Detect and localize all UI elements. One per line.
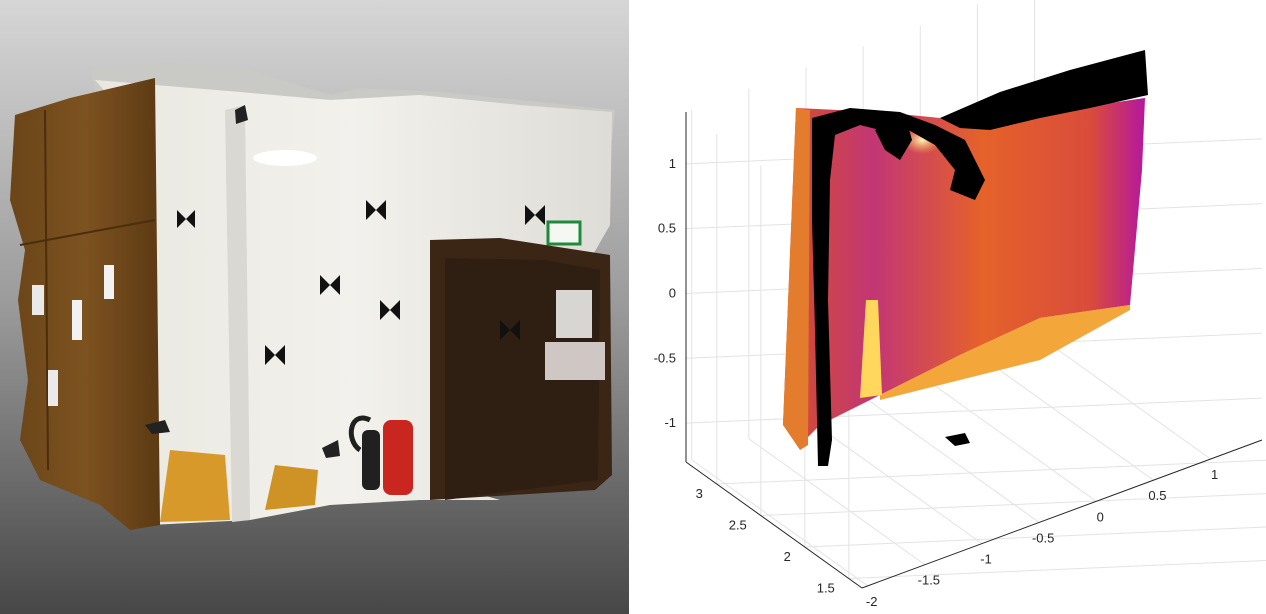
marker-icon (366, 200, 386, 220)
wall-speck (322, 440, 340, 458)
x-grid-line (862, 396, 1040, 523)
z-tick-label: 0 (669, 285, 676, 300)
missing-data-region (812, 108, 985, 466)
axes: -1 -0.5 0 0.5 1 1.5 2 2.5 3 -2 -1.5 -1 -0.5 0 0.5 1 (654, 112, 1263, 609)
point-cloud-left-edge (783, 108, 810, 450)
door-notice (545, 342, 605, 380)
point-cloud-lower-band (880, 305, 1130, 400)
x-axis-line (861, 439, 1263, 589)
wall-speck (235, 105, 248, 124)
x-grid-line (748, 438, 926, 566)
cabinet-shelf (19, 219, 156, 246)
x-grid-line (691, 459, 869, 587)
x-tick-label: 0.5 (1148, 488, 1166, 503)
marker-icon (265, 345, 285, 365)
missing-data-region (875, 115, 912, 160)
y-grid-line (716, 459, 1266, 485)
point-cloud-vertical-highlight (860, 300, 882, 398)
x-tick-label: -1.5 (918, 573, 940, 588)
cabinet-hole (72, 300, 82, 340)
scatter3d-chart: -1 -0.5 0 0.5 1 1.5 2 2.5 3 -2 -1.5 -1 -0.5 0 0.5 1 (654, 0, 1266, 609)
x-tick-label: -1 (980, 552, 992, 567)
z-grid-line (685, 397, 1263, 424)
floor-box (160, 450, 230, 522)
marker-icon (500, 320, 520, 340)
x-tick-label: -2 (866, 594, 878, 609)
missing-data-region (940, 50, 1148, 130)
x-tick-label: 0 (1097, 509, 1104, 524)
y-tick-label: 2.5 (729, 518, 747, 533)
pillar (225, 105, 250, 522)
z-tick-label: 1 (669, 156, 676, 171)
point-cloud-render (0, 0, 629, 614)
marker-icon (177, 210, 195, 228)
z-tick-label: -1 (664, 415, 676, 430)
wall-surface (95, 80, 612, 525)
y-grid-line (848, 559, 1266, 580)
y-axis-line (685, 461, 863, 589)
y-tick-label: 2 (784, 549, 791, 564)
y-tick-label: 3 (696, 486, 703, 501)
cabinet-seam (44, 109, 49, 471)
cabinet-hole (48, 370, 58, 406)
z-tick-label: -0.5 (654, 350, 676, 365)
fire-extinguisher (383, 420, 413, 495)
y-grid-line (760, 493, 1266, 517)
fire-extinguisher-dark (362, 430, 380, 490)
cabinet-hole (104, 265, 114, 299)
z-tick-label: 0.5 (658, 221, 676, 236)
x-grid-line (977, 353, 1154, 481)
marker-icon (320, 275, 340, 295)
marker-icon (380, 300, 400, 320)
extinguisher-hose (348, 415, 372, 453)
y-tick-label: 1.5 (817, 581, 835, 596)
wall-speck (145, 420, 170, 434)
x-tick-label: 1 (1211, 467, 1218, 482)
ceiling-light (253, 150, 317, 166)
x-tick-label: -0.5 (1032, 530, 1054, 545)
x-grid-line (805, 417, 983, 545)
marker-icon (525, 205, 545, 225)
x-grid-line (919, 374, 1097, 502)
x-grid-line (1034, 332, 1211, 460)
cabinet-hole (32, 285, 44, 315)
missing-data-region (945, 433, 970, 446)
exit-sign (546, 220, 582, 246)
floor-box (265, 465, 318, 510)
y-grid-line (804, 526, 1266, 548)
door-notice (556, 290, 592, 338)
